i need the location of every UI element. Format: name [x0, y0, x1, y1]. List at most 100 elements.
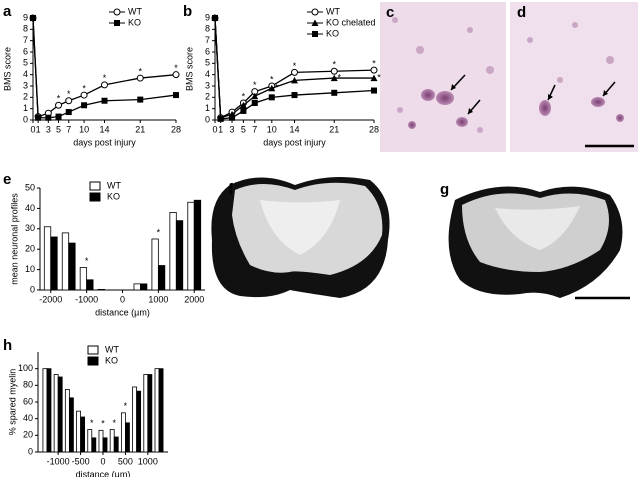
- y-tick-label: 50: [25, 182, 35, 192]
- legend-label: KO: [107, 191, 120, 201]
- significance-mark: *: [275, 83, 279, 93]
- marker: [239, 101, 247, 109]
- bar: [187, 201, 195, 291]
- panel-label: d: [517, 4, 526, 21]
- bar: [140, 283, 148, 291]
- x-tick-label: 14: [289, 124, 299, 134]
- x-tick-label: 1000: [138, 456, 158, 466]
- legend-label: WT: [326, 6, 340, 16]
- significance-mark: *: [157, 227, 161, 237]
- y-tick-label: 6: [23, 46, 28, 56]
- bar: [57, 376, 63, 453]
- marker: [65, 109, 72, 116]
- legend-label: KO: [105, 355, 118, 365]
- x-tick-label: 28: [369, 124, 379, 134]
- significance-mark: *: [90, 418, 94, 428]
- y-tick-label: 7: [205, 35, 210, 45]
- bar: [147, 374, 153, 453]
- bar: [50, 236, 58, 291]
- section-f: [211, 176, 390, 298]
- panel-label: c: [386, 4, 394, 21]
- marker: [370, 66, 378, 74]
- marker: [55, 101, 63, 109]
- y-tick-label: 100: [18, 363, 33, 373]
- y-tick-label: 40: [25, 203, 35, 213]
- x-tick-label: 5: [56, 124, 61, 134]
- legend-marker: [113, 8, 121, 16]
- legend-label: KO: [326, 28, 339, 38]
- y-tick-label: 40: [23, 413, 33, 423]
- bar: [154, 368, 160, 453]
- significance-mark: *: [103, 73, 107, 83]
- y-tick-label: 0: [205, 114, 210, 124]
- y-tick-label: 20: [23, 430, 33, 440]
- bar: [53, 374, 59, 453]
- y-tick-label: 20: [25, 244, 35, 254]
- x-tick-label: 3: [46, 124, 51, 134]
- marker: [81, 102, 88, 109]
- legend-marker: [312, 31, 318, 37]
- x-tick-label: 500: [118, 456, 133, 466]
- significance-mark: *: [112, 418, 116, 428]
- bar: [86, 279, 94, 291]
- x-tick-label: 0: [100, 456, 105, 466]
- micrograph-d: [510, 2, 638, 152]
- y-tick-label: 60: [23, 396, 33, 406]
- bar: [157, 265, 166, 291]
- panel-label: f: [228, 181, 234, 198]
- marker: [268, 84, 276, 92]
- significance-mark: *: [337, 72, 341, 82]
- y-tick-label: 0: [28, 446, 33, 456]
- y-tick-label: 6: [205, 46, 210, 56]
- y-tick-label: 0: [30, 284, 35, 294]
- bar: [132, 386, 138, 453]
- x-tick-label: 0: [30, 124, 35, 134]
- legend-label: KO chelated: [326, 17, 376, 27]
- marker: [370, 74, 378, 82]
- marker: [55, 113, 62, 120]
- legend-marker: [114, 20, 120, 26]
- y-tick-label: 10: [25, 264, 35, 274]
- bar: [61, 232, 70, 291]
- bar: [42, 368, 48, 453]
- bar: [91, 437, 97, 453]
- x-tick-label: 10: [79, 124, 89, 134]
- y-axis-label: BMS score: [184, 47, 194, 91]
- bar: [125, 422, 130, 453]
- significance-mark: *: [101, 419, 105, 429]
- x-tick-label: 28: [171, 124, 181, 134]
- bar: [109, 429, 115, 453]
- bar: [43, 226, 52, 291]
- x-tick-label: 0: [212, 124, 217, 134]
- marker: [291, 76, 298, 84]
- x-axis-label: days post injury: [73, 137, 136, 147]
- x-tick-label: 7: [66, 124, 71, 134]
- marker: [101, 81, 108, 89]
- significance-mark: *: [293, 61, 297, 71]
- bar: [102, 437, 108, 453]
- legend-label: KO: [128, 17, 141, 27]
- section-g: [448, 186, 630, 300]
- bar: [133, 283, 141, 291]
- marker: [268, 94, 275, 101]
- significance-mark: *: [270, 74, 274, 84]
- y-axis-label: % spared myelin: [7, 369, 17, 436]
- y-tick-label: 2: [23, 92, 28, 102]
- y-tick-label: 8: [205, 24, 210, 34]
- legend-label: WT: [128, 6, 142, 16]
- panel-label: h: [3, 337, 12, 354]
- bar: [151, 238, 159, 291]
- marker: [217, 115, 224, 122]
- x-tick-label: 21: [329, 124, 339, 134]
- legend-swatch: [87, 345, 99, 355]
- marker: [331, 89, 338, 96]
- bar: [136, 390, 142, 453]
- panel-label: a: [3, 3, 12, 20]
- y-tick-label: 1: [205, 103, 210, 113]
- y-tick-label: 3: [205, 80, 210, 90]
- micrograph-c: [380, 2, 506, 152]
- y-tick-label: 80: [23, 380, 33, 390]
- bar: [113, 436, 119, 453]
- x-tick-label: 3: [230, 124, 235, 134]
- y-tick-label: 2: [205, 92, 210, 102]
